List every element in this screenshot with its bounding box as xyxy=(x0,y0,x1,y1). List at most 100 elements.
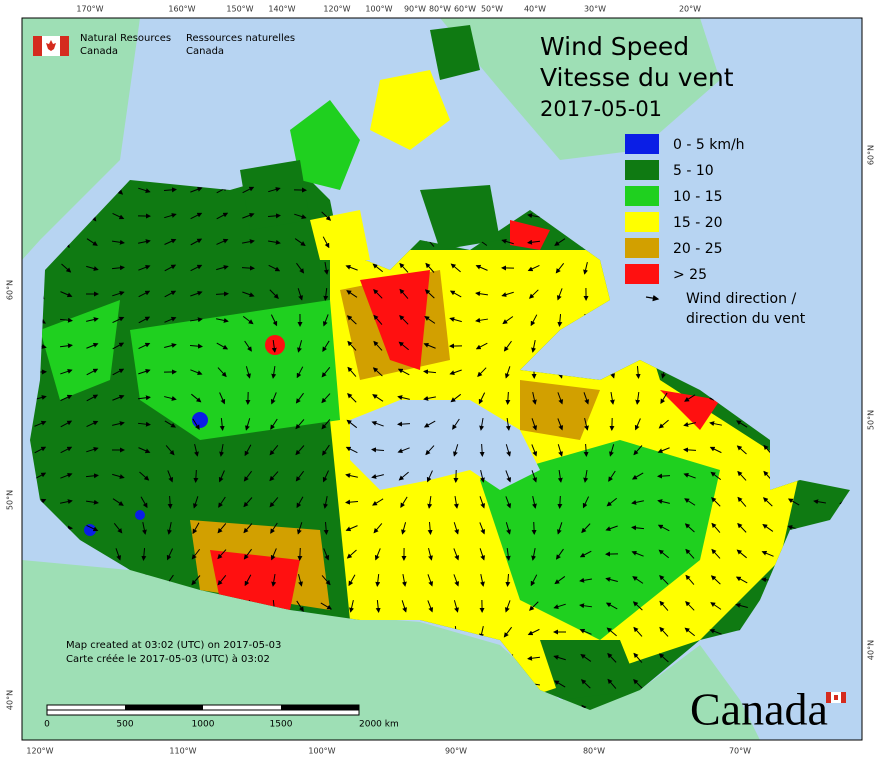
wind-arrow xyxy=(557,444,563,457)
wind-arrow xyxy=(191,575,201,586)
wind-arrow xyxy=(163,187,177,193)
wind-arrow xyxy=(427,521,433,535)
wind-arrow xyxy=(137,421,151,427)
scale-bar: 0 500 1000 1500 2000 km xyxy=(44,704,399,730)
wind-arrow xyxy=(684,394,696,402)
legend-swatch xyxy=(625,160,659,180)
wind-arrow xyxy=(112,213,125,220)
wind-arrow xyxy=(321,575,331,586)
wind-arrow xyxy=(217,367,227,378)
wind-arrow xyxy=(60,368,73,375)
logo-text: Canada xyxy=(186,46,224,57)
wind-arrow xyxy=(658,549,670,559)
wind-arrow xyxy=(401,522,407,535)
wind-arrow xyxy=(61,263,72,273)
wind-arrow xyxy=(112,291,125,297)
wind-arrow xyxy=(479,418,485,431)
wind-arrow xyxy=(631,499,644,505)
wind-zone xyxy=(290,100,360,190)
wind-arrow xyxy=(270,314,278,327)
wind-arrow xyxy=(709,421,722,427)
logo: Natural Resources Canada Ressources natu… xyxy=(33,33,295,57)
wind-arrow xyxy=(245,366,251,379)
wind-zone xyxy=(84,524,96,536)
legend: 0 - 5 km/h 5 - 10 10 - 15 15 - 20 20 - 25 > 2… xyxy=(625,134,806,327)
wind-arrow xyxy=(479,548,486,561)
wind-arrow xyxy=(60,394,73,402)
wind-arrow xyxy=(269,289,279,299)
wind-arrow xyxy=(192,418,200,430)
wind-arrow xyxy=(347,366,357,377)
wind-arrow xyxy=(85,473,99,479)
wind-arrow xyxy=(164,316,177,323)
wind-arrow xyxy=(241,265,255,271)
wind-arrow xyxy=(372,263,384,273)
wind-arrow xyxy=(453,444,459,457)
wind-arrow xyxy=(348,574,356,587)
legend-label: 10 - 15 xyxy=(673,189,723,205)
wind-arrow xyxy=(323,521,329,535)
title: Wind Speed Vitesse du vent 2017-05-01 xyxy=(540,32,734,121)
wind-arrow xyxy=(425,262,435,273)
wind-arrow xyxy=(657,473,671,479)
wind-arrow xyxy=(452,418,460,430)
wind-arrow xyxy=(244,574,252,587)
wind-zone xyxy=(510,220,550,250)
wind-arrow xyxy=(86,394,99,402)
longitude-label: 120°W xyxy=(323,5,350,14)
legend-label: 20 - 25 xyxy=(673,241,723,257)
wind-arrow xyxy=(683,422,696,427)
wind-arrow xyxy=(295,419,305,430)
wind-arrow xyxy=(424,316,436,324)
wind-arrow xyxy=(371,474,384,479)
wind-arrow xyxy=(268,239,281,245)
wind-arrow xyxy=(373,288,383,299)
wind-arrow xyxy=(346,419,358,429)
wind-arrow xyxy=(190,264,203,272)
wind-arrow xyxy=(244,340,252,352)
wind-arrow xyxy=(632,601,643,611)
title-date: 2017-05-01 xyxy=(540,97,662,121)
wind-arrow xyxy=(268,187,281,193)
wind-arrow xyxy=(554,576,566,585)
wind-arrow xyxy=(737,470,747,481)
wind-arrow xyxy=(710,575,721,585)
wind-arrow xyxy=(423,369,437,375)
wind-arrow xyxy=(345,499,359,505)
wind-arrow xyxy=(296,366,304,379)
wind-arrow xyxy=(735,603,748,609)
wind-arrow xyxy=(527,264,540,272)
wind-arrow xyxy=(505,496,512,509)
wind-arrow xyxy=(605,602,618,610)
wind-arrow xyxy=(190,186,203,193)
wind-arrow xyxy=(709,628,722,635)
wind-arrow xyxy=(557,495,563,509)
wind-arrow xyxy=(737,522,747,533)
legend-label: 0 - 5 km/h xyxy=(673,137,745,153)
wind-arrow xyxy=(555,548,564,560)
wind-arrow xyxy=(605,525,618,532)
wind-arrow xyxy=(659,574,669,585)
wind-arrow xyxy=(531,444,538,457)
wind-arrow xyxy=(631,550,644,557)
legend-swatch xyxy=(625,186,659,206)
wind-arrow xyxy=(581,704,591,710)
wind-arrow xyxy=(345,525,358,532)
wind-arrow xyxy=(112,394,125,401)
legend-arrow xyxy=(645,294,660,302)
wind-arrow xyxy=(193,469,199,483)
wind-arrow xyxy=(554,238,566,246)
wind-arrow xyxy=(736,420,748,428)
wind-zone xyxy=(192,412,208,428)
wind-arrow xyxy=(138,342,151,350)
wind-arrow xyxy=(34,420,47,427)
wind-arrow xyxy=(735,576,748,584)
legend-swatch xyxy=(625,134,659,154)
wind-arrow xyxy=(218,496,226,508)
wind-arrow xyxy=(164,343,177,348)
wind-arrow xyxy=(346,549,357,559)
wind-arrow xyxy=(60,291,73,298)
wind-arrow xyxy=(608,470,616,482)
wind-arrow xyxy=(112,368,125,376)
wind-arrow xyxy=(427,600,434,613)
